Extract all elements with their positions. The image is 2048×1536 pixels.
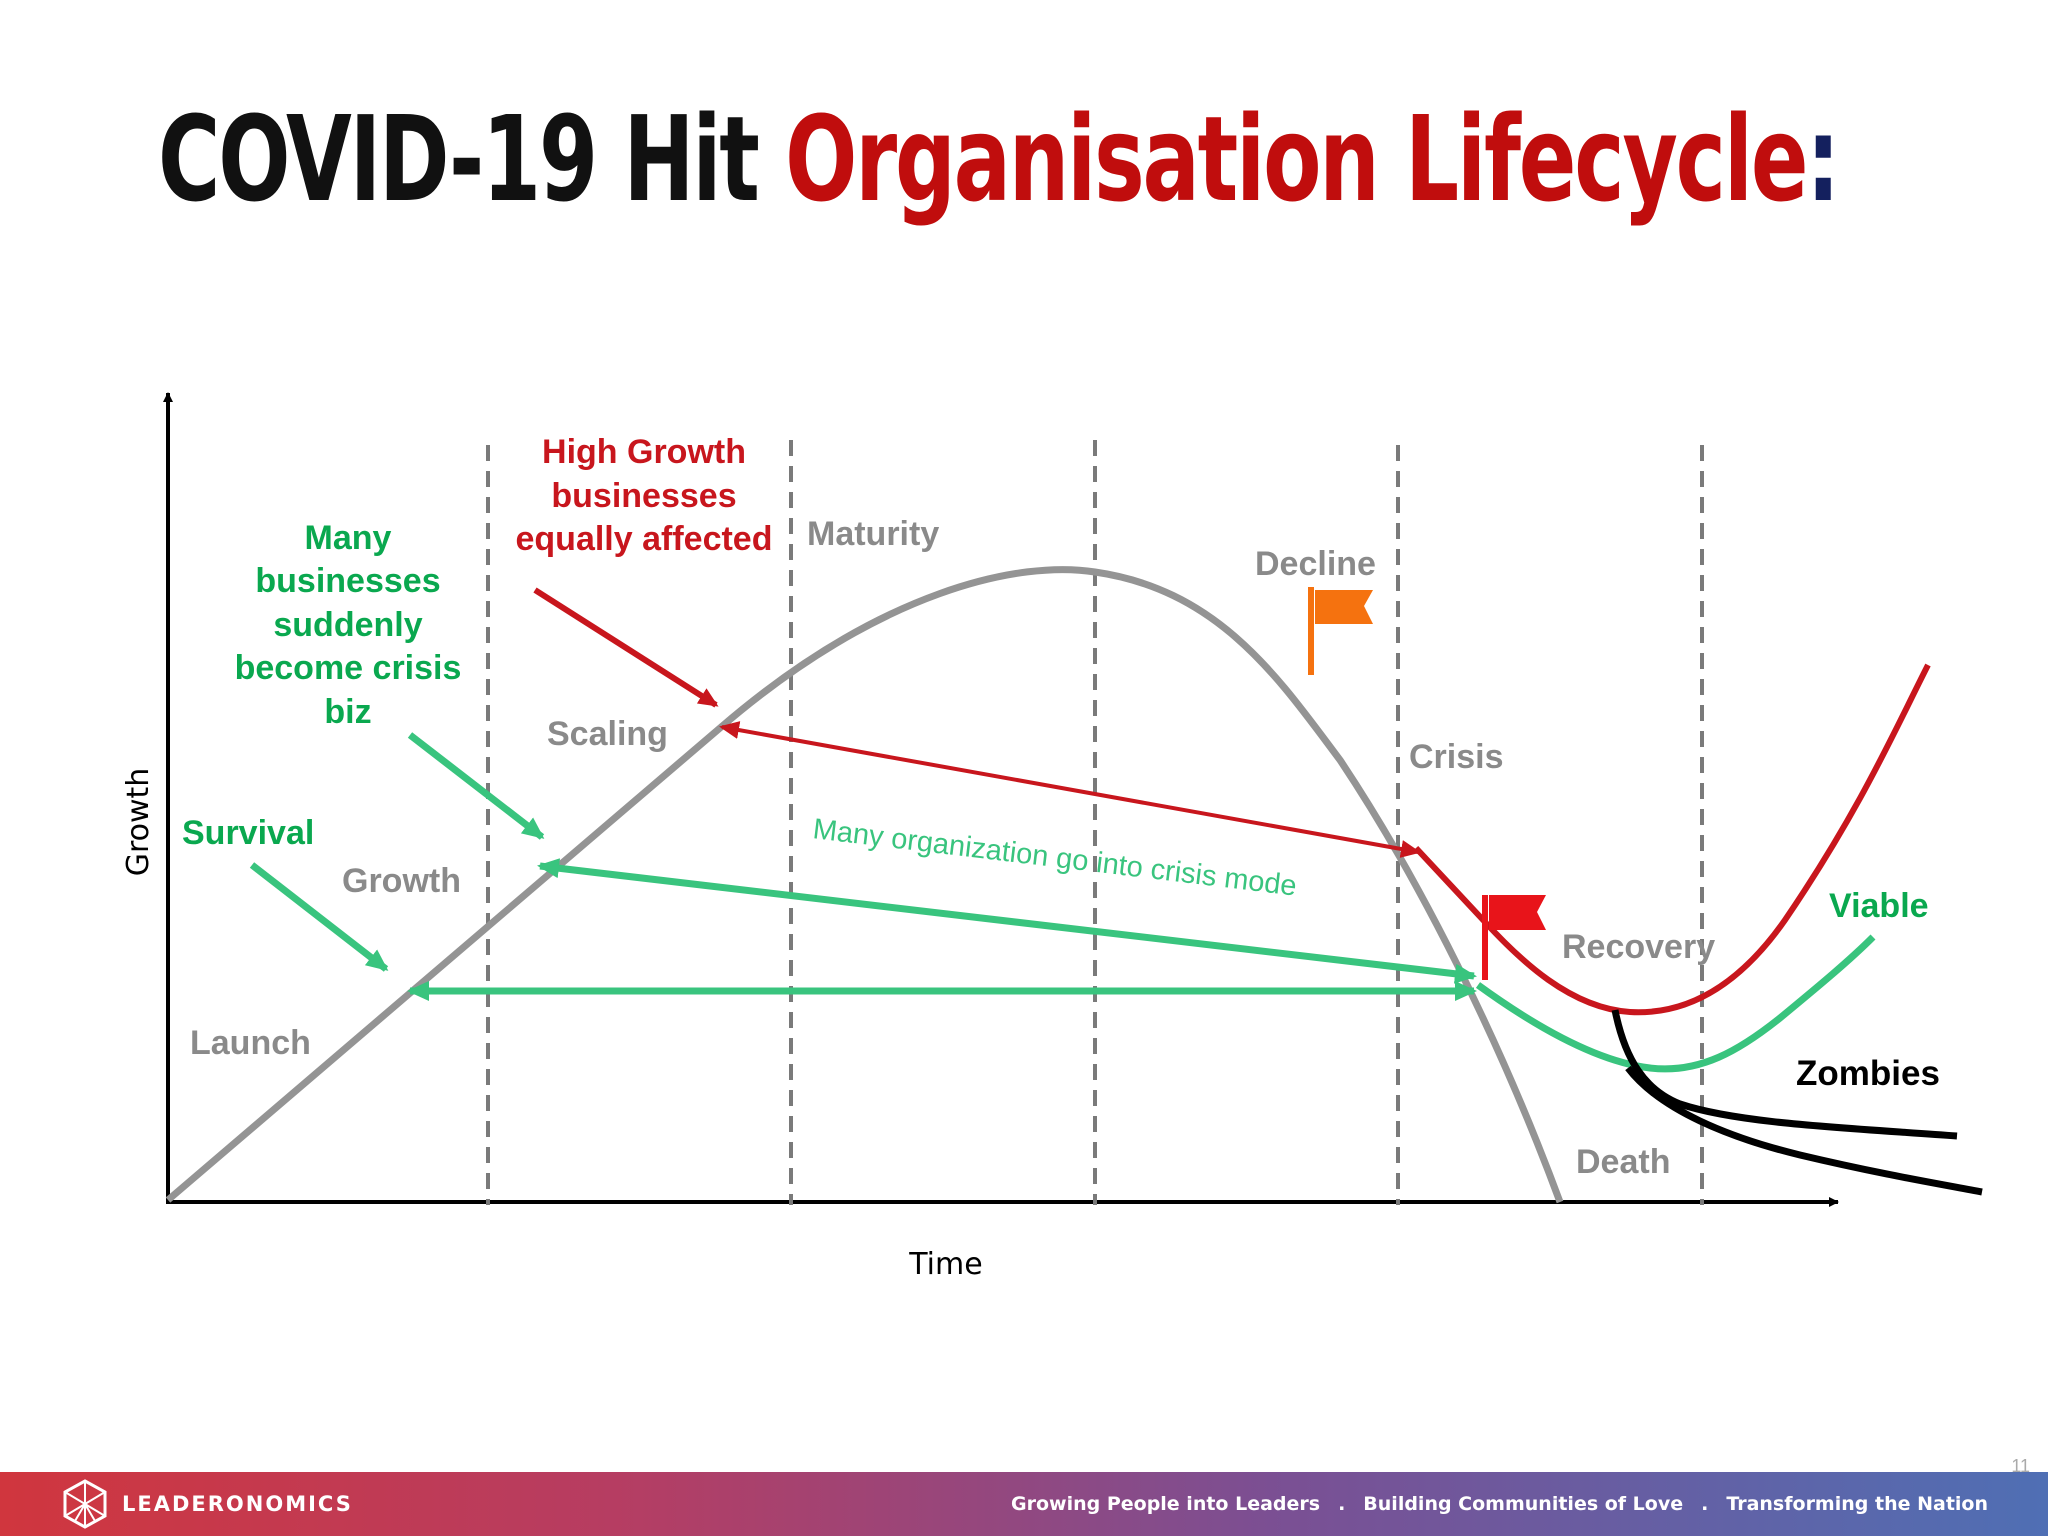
brand-name: LEADERONOMICS (122, 1492, 353, 1516)
survival-pointer-arrow (249, 862, 389, 972)
high-growth-label-line: equally affected (516, 520, 773, 558)
flag-icon (1308, 587, 1373, 675)
slide-title: COVID-19 Hit Organisation Lifecycle: (158, 84, 1840, 234)
crisis-biz-label-line: Many (305, 519, 392, 557)
viable-curve (1475, 934, 1876, 1073)
crisis-mode-label: Many organization go into crisis mode (811, 813, 1298, 902)
high-growth-crisis-arrow (719, 721, 1421, 858)
crisis-biz-label-line: become crisis (235, 649, 462, 687)
tagline-separator: . (1701, 1493, 1709, 1515)
zombie-curve-lower (1625, 1065, 1983, 1196)
x-axis-label: Time (908, 1247, 982, 1282)
crisis-biz-pointer-arrow (407, 732, 545, 840)
high-growth-label-line: High Growth (542, 433, 746, 471)
lifecycle-diagram: Growth Time Launch Growth Scaling Maturi… (121, 392, 1983, 1282)
stage-label-zombies: Zombies (1796, 1054, 1940, 1093)
tagline-item: Transforming the Nation (1726, 1493, 1988, 1515)
stage-label-crisis: Crisis (1409, 738, 1504, 776)
tagline-item: Growing People into Leaders (1011, 1493, 1321, 1515)
stage-label-launch: Launch (190, 1024, 311, 1062)
stage-label-decline: Decline (1255, 545, 1376, 583)
high-growth-recovery-curve (1413, 663, 1931, 1016)
tagline-item: Building Communities of Love (1363, 1493, 1684, 1515)
zombie-curve-upper (1611, 1009, 1958, 1140)
title-highlight: Organisation Lifecycle (785, 90, 1808, 228)
page-number: 11 (2011, 1456, 2030, 1476)
crisis-biz-label-line: businesses (255, 562, 440, 600)
high-growth-pointer-arrow (533, 587, 719, 708)
stage-label-viable: Viable (1829, 887, 1929, 925)
flag-icon (1482, 895, 1546, 980)
stage-label-maturity: Maturity (807, 515, 939, 553)
survival-label: Survival (182, 814, 314, 852)
stage-label-scaling: Scaling (547, 715, 668, 753)
footer-tagline: Growing People into Leaders . Building C… (1011, 1472, 1988, 1536)
stage-label-recovery: Recovery (1562, 928, 1715, 966)
footer-bar: LEADERONOMICS Growing People into Leader… (0, 1472, 2048, 1536)
y-axis-label: Growth (121, 768, 156, 877)
crisis-biz-label-line: biz (324, 693, 371, 731)
high-growth-label-line: businesses (551, 477, 736, 515)
title-colon: : (1806, 90, 1840, 228)
crisis-biz-arrow (537, 858, 1477, 984)
crisis-biz-label-line: suddenly (273, 606, 422, 644)
stage-label-death: Death (1576, 1143, 1670, 1181)
brand-logo: LEADERONOMICS (60, 1479, 353, 1529)
tagline-separator: . (1338, 1493, 1346, 1515)
title-prefix: COVID-19 Hit (158, 90, 786, 228)
stage-label-growth: Growth (342, 862, 461, 900)
logo-icon (63, 1479, 107, 1529)
